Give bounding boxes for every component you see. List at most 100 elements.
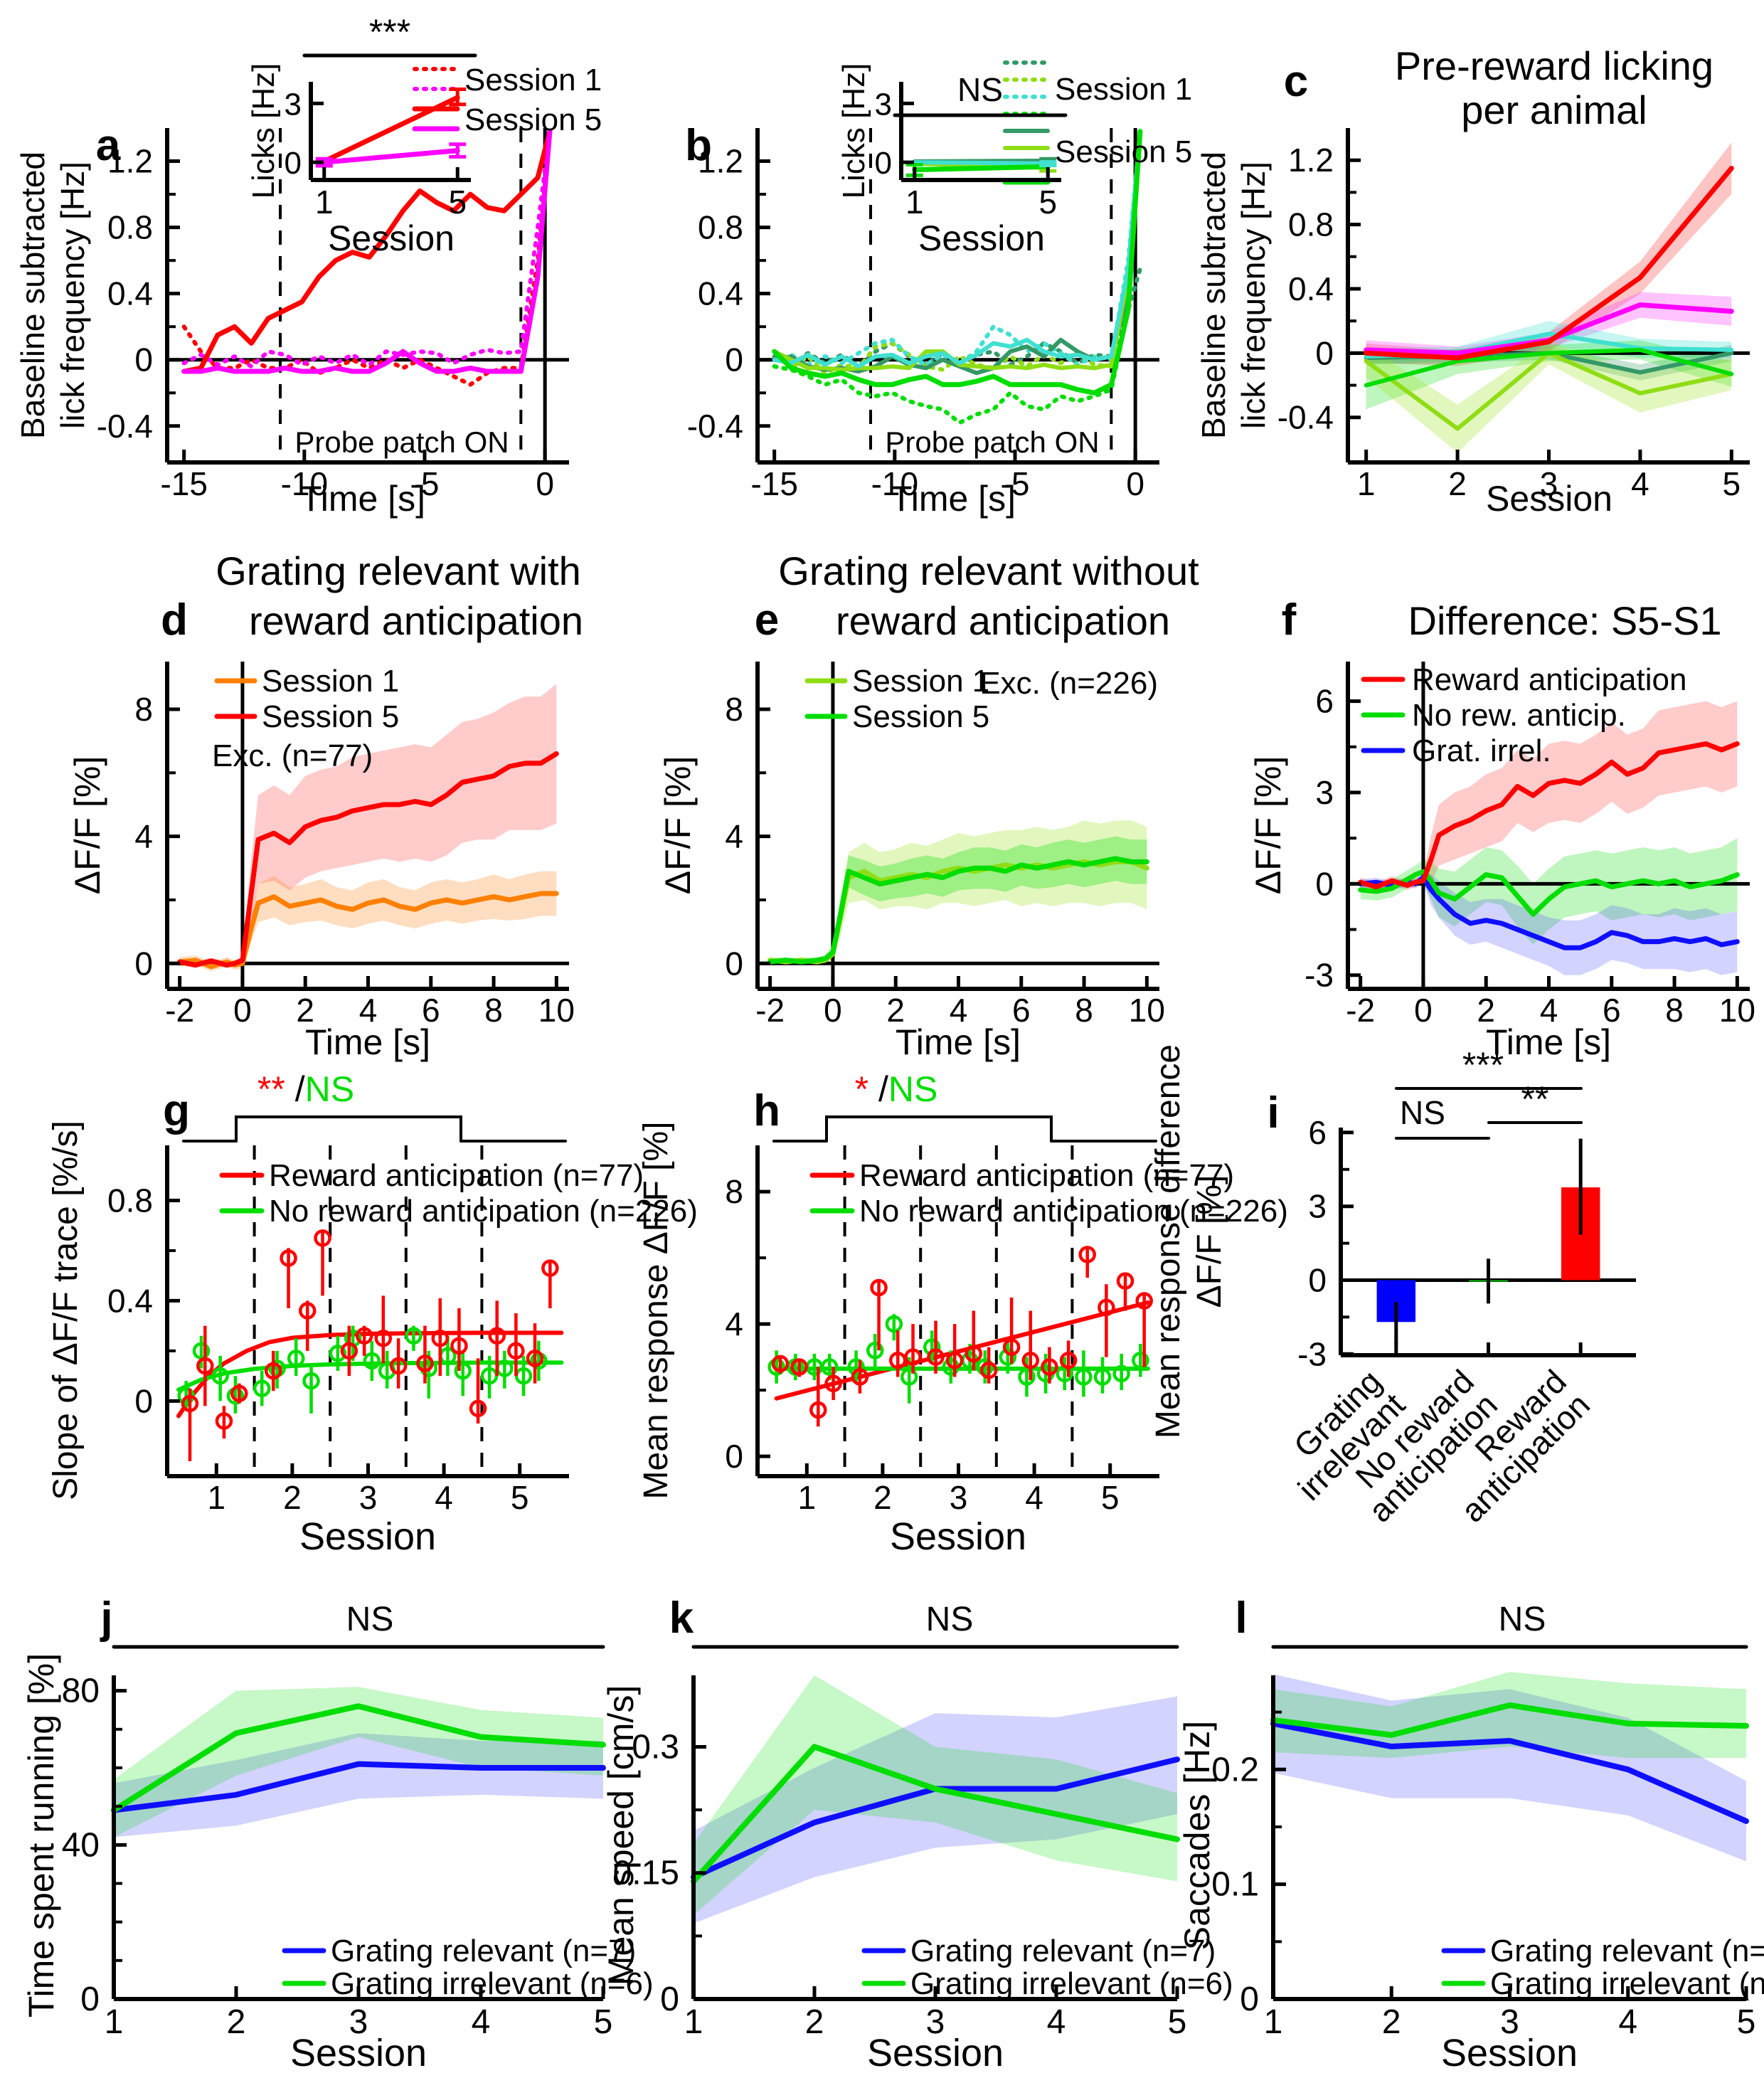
text-label: Session	[1441, 2032, 1578, 2074]
text-label: NS	[1499, 1601, 1546, 1638]
y-tick-label: 8	[725, 1173, 743, 1210]
text-label: Grating irrelevant (n=6)	[910, 1966, 1233, 2001]
text-label: g	[163, 1086, 190, 1135]
text-label: Time spent running [%]	[21, 1653, 61, 2018]
x-tick-label: 5	[1168, 2003, 1187, 2041]
series-line	[177, 751, 559, 968]
data-point	[847, 1358, 865, 1376]
panel-j: 1 2 3 4 5 0 40 80j NS Grating relevant (n=7)Grati…	[21, 1594, 654, 2074]
x-tick-label: 5	[1737, 2003, 1756, 2041]
y-tick-label: 0	[725, 341, 743, 378]
error-band	[1366, 341, 1732, 453]
x-tick-label: 8	[1075, 992, 1093, 1029]
text-label: * /NS	[855, 1069, 938, 1109]
series-line	[1364, 165, 1734, 361]
x-tick-label: 0	[1126, 465, 1144, 502]
data-point	[526, 1350, 544, 1367]
error-band	[694, 1675, 1177, 1915]
text-label: Session 1	[262, 664, 399, 699]
x-tick-label: 0	[233, 992, 252, 1029]
text-label: Session 1	[1055, 72, 1192, 107]
text-label: Session	[1486, 479, 1612, 519]
data-point	[374, 1330, 393, 1347]
text-label: c	[1284, 57, 1308, 106]
x-tick-label: 0	[1414, 992, 1433, 1029]
data-point	[979, 1361, 998, 1379]
data-point	[1132, 1352, 1149, 1369]
text-label: Pre-reward licking	[1395, 43, 1713, 88]
y-tick-label: 0.1	[1211, 1866, 1259, 1904]
text-label: Licks [Hz]	[246, 63, 281, 199]
x-tick-label: 1	[905, 184, 924, 221]
text-label: Exc. (n=77)	[212, 738, 373, 773]
data-point	[965, 1345, 983, 1363]
x-tick-label: 6	[422, 992, 440, 1029]
x-tick-label: 3	[359, 1479, 378, 1516]
text-label: Time [s]	[300, 479, 425, 519]
data-point	[264, 1362, 282, 1380]
x-tick-label: 1	[797, 1479, 816, 1516]
x-tick-label: -10	[281, 465, 328, 502]
data-point	[999, 1348, 1017, 1366]
y-tick-label: 0	[1315, 865, 1334, 902]
text-label: Difference: S5-S1	[1408, 598, 1722, 643]
data-point	[821, 1358, 839, 1376]
panel-e: -2 0 2 4 6 8 10 0 4 8 Grating relevant without rewa…	[658, 548, 1199, 1062]
y-tick-label: 0.8	[107, 209, 153, 246]
error-band	[1360, 838, 1738, 945]
data-point	[280, 1249, 297, 1267]
y-tick-label: 3	[1315, 774, 1334, 811]
data-point	[904, 1348, 922, 1366]
text-label: Session	[299, 1515, 436, 1558]
text-label: Reward anticipation (n=77)	[859, 1158, 1234, 1193]
x-tick-label: 5	[1723, 465, 1741, 502]
error-band	[1366, 292, 1732, 360]
panel-d: -2 0 2 4 6 8 10 0 4 8 Grating relevant with reward …	[68, 548, 583, 1062]
data-point	[866, 1342, 884, 1359]
panel-h: 1 2 3 4 5 0 4 8 h * /NS Reward anticipation (n=77)…	[637, 1069, 1288, 1558]
text-label: Time [s]	[891, 479, 1016, 519]
text-label: Saccades [Hz]	[1177, 1721, 1217, 1950]
text-label: h	[753, 1086, 780, 1135]
text-label: reward anticipation	[836, 598, 1170, 643]
data-point	[976, 1358, 994, 1376]
x-tick-label: 2	[1477, 992, 1495, 1029]
text-label: Time [s]	[1486, 1022, 1611, 1062]
data-point	[1059, 1352, 1078, 1369]
data-point	[900, 1368, 918, 1386]
x-tick-label: -15	[160, 465, 207, 502]
data-point	[1075, 1368, 1093, 1386]
x-tick-label: 1	[1357, 465, 1376, 502]
text-label: Grating relevant (n=7)	[331, 1934, 636, 1968]
text-label: Baseline subtracted	[1195, 152, 1232, 439]
data-point	[945, 1352, 964, 1369]
x-tick-label: 1	[207, 1479, 225, 1516]
x-tick-label: 4	[359, 992, 378, 1029]
y-tick-label: 1.2	[1288, 142, 1334, 179]
y-tick-label: -0.4	[1277, 399, 1334, 436]
error-band	[694, 1696, 1177, 1924]
text-label: NS	[1400, 1094, 1445, 1131]
panel-f: -2 0 2 4 6 8 10 -3 0 3 6 f Difference: S5-S1 Reward a…	[1248, 595, 1755, 1062]
text-label: Licks [Hz]	[836, 63, 871, 199]
y-tick-label: 0.8	[107, 1182, 153, 1219]
y-tick-label: 0.3	[632, 1728, 679, 1766]
x-tick-label: 0	[824, 992, 842, 1029]
y-tick-label: 0.8	[1288, 206, 1334, 243]
text-label: Session	[328, 218, 455, 258]
x-tick-label: 10	[1719, 992, 1755, 1029]
data-point	[314, 1229, 331, 1247]
data-point	[416, 1355, 434, 1372]
text-label: ** /NS	[257, 1069, 354, 1109]
text-label: Session	[918, 218, 1045, 258]
y-tick-label: -3	[1305, 957, 1334, 994]
x-tick-label: 4	[1631, 465, 1649, 502]
text-label: Exc. (n=226)	[979, 666, 1158, 701]
text-label: Baseline subtracted	[14, 152, 51, 439]
text-label: Session 1	[464, 63, 602, 97]
series-line	[772, 129, 1142, 425]
text-label: Grating relevant (n=7)	[910, 1934, 1216, 1968]
text-label: a	[96, 121, 121, 170]
text-label: Session	[867, 2032, 1004, 2074]
